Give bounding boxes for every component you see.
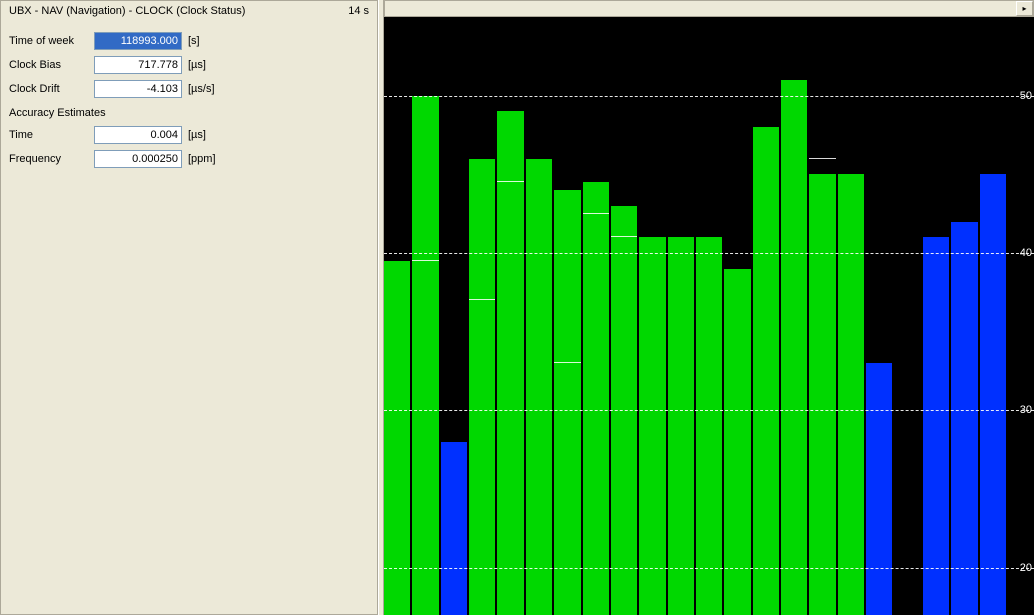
form-area: Time of week [s] Clock Bias [µs] Clock D…: [1, 21, 377, 183]
bar: [753, 17, 779, 615]
bar-marker: [469, 299, 495, 300]
bar-marker: [497, 181, 523, 182]
bar-fill: [951, 222, 977, 615]
panel-age: 14 s: [348, 5, 369, 17]
bar: [923, 17, 949, 615]
bar: [866, 17, 892, 615]
bar: [526, 17, 552, 615]
panel-title: UBX - NAV (Navigation) - CLOCK (Clock St…: [9, 5, 245, 17]
bar: [724, 17, 750, 615]
bar-fill: [838, 174, 864, 615]
bar-fill: [639, 237, 665, 615]
unit-acc-time: [µs]: [188, 129, 206, 141]
row-acc-freq: Frequency [ppm]: [9, 149, 369, 169]
input-clock-bias[interactable]: [94, 56, 182, 74]
signal-bar-chart: 20 30 40 50: [384, 17, 1034, 615]
input-time-of-week[interactable]: [94, 32, 182, 50]
clock-status-panel: UBX - NAV (Navigation) - CLOCK (Clock St…: [0, 0, 378, 615]
bar-fill: [583, 182, 609, 615]
gridline: [384, 253, 1034, 254]
bar: [469, 17, 495, 615]
bar: [611, 17, 637, 615]
bar-marker: [412, 260, 438, 261]
bar-fill: [696, 237, 722, 615]
bars-area: [384, 17, 1008, 615]
bar-fill: [809, 174, 835, 615]
bar: [412, 17, 438, 615]
bar-fill: [781, 80, 807, 615]
bar: [441, 17, 467, 615]
bar-fill: [668, 237, 694, 615]
gridline: [384, 96, 1034, 97]
input-acc-freq[interactable]: [94, 150, 182, 168]
bar: [497, 17, 523, 615]
label-clock-drift: Clock Drift: [9, 83, 94, 95]
bar-fill: [441, 442, 467, 615]
bar: [951, 17, 977, 615]
bar: [838, 17, 864, 615]
bar-fill: [526, 159, 552, 615]
gridline: [384, 568, 1034, 569]
accuracy-header: Accuracy Estimates: [9, 107, 369, 119]
bar: [384, 17, 410, 615]
scroll-right-button[interactable]: ▸: [1016, 1, 1033, 16]
bar-marker: [611, 236, 637, 237]
y-axis-label: 20: [1020, 562, 1032, 574]
bar-fill: [384, 261, 410, 615]
bar: [781, 17, 807, 615]
chevron-right-icon: ▸: [1022, 4, 1026, 13]
bar-marker: [554, 362, 580, 363]
bar: [980, 17, 1006, 615]
bar-fill: [980, 174, 1006, 615]
bar-fill: [724, 269, 750, 615]
bar-marker: [809, 158, 835, 159]
bar: [894, 17, 920, 615]
panel-header: UBX - NAV (Navigation) - CLOCK (Clock St…: [1, 1, 377, 21]
row-clock-bias: Clock Bias [µs]: [9, 55, 369, 75]
y-axis-label: 40: [1020, 247, 1032, 259]
input-clock-drift[interactable]: [94, 80, 182, 98]
bar-fill: [866, 363, 892, 615]
bar: [639, 17, 665, 615]
unit-time-of-week: [s]: [188, 35, 200, 47]
input-acc-time[interactable]: [94, 126, 182, 144]
row-acc-time: Time [µs]: [9, 125, 369, 145]
y-axis-label: 30: [1020, 404, 1032, 416]
bar: [583, 17, 609, 615]
scrollbar-horizontal[interactable]: ▸: [384, 0, 1034, 17]
gridline: [384, 410, 1034, 411]
row-time-of-week: Time of week [s]: [9, 31, 369, 51]
label-time-of-week: Time of week: [9, 35, 94, 47]
label-acc-time: Time: [9, 129, 94, 141]
bar-fill: [923, 237, 949, 615]
y-axis-label: 50: [1020, 90, 1032, 102]
chart-panel: ▸ 20 30 40 50: [384, 0, 1034, 615]
bar-fill: [469, 159, 495, 615]
bar: [554, 17, 580, 615]
bar-fill: [412, 96, 438, 615]
bar: [668, 17, 694, 615]
unit-clock-bias: [µs]: [188, 59, 206, 71]
row-clock-drift: Clock Drift [µs/s]: [9, 79, 369, 99]
bar-fill: [753, 127, 779, 615]
bar: [809, 17, 835, 615]
bar: [696, 17, 722, 615]
label-clock-bias: Clock Bias: [9, 59, 94, 71]
unit-clock-drift: [µs/s]: [188, 83, 215, 95]
label-acc-freq: Frequency: [9, 153, 94, 165]
bar-marker: [583, 213, 609, 214]
unit-acc-freq: [ppm]: [188, 153, 216, 165]
bar-fill: [497, 111, 523, 615]
